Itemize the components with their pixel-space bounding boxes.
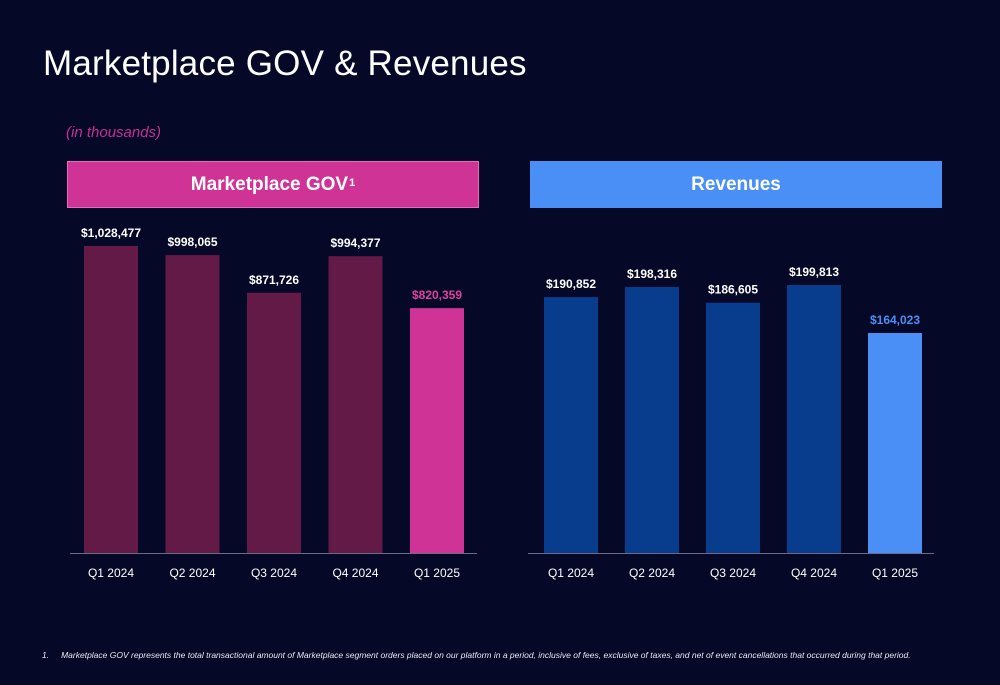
footnote: 1. Marketplace GOV represents the total … bbox=[42, 650, 962, 660]
gov-category-label: Q4 2024 bbox=[332, 566, 378, 580]
revenues-category-label: Q1 2024 bbox=[548, 566, 594, 580]
revenues-panel-header: Revenues bbox=[530, 161, 942, 208]
gov-bar bbox=[247, 292, 301, 553]
revenues-bar bbox=[706, 302, 760, 553]
revenues-bar bbox=[868, 333, 922, 553]
page-title: Marketplace GOV & Revenues bbox=[43, 44, 527, 83]
revenues-bar bbox=[787, 285, 841, 553]
gov-data-label: $820,359 bbox=[412, 288, 462, 302]
gov-bar bbox=[165, 255, 220, 553]
revenues-panel-title: Revenues bbox=[691, 173, 781, 195]
gov-category-label: Q2 2024 bbox=[169, 566, 215, 580]
revenues-bar bbox=[544, 297, 598, 553]
gov-bar bbox=[328, 256, 383, 553]
gov-bar bbox=[410, 308, 464, 553]
gov-panel-header: Marketplace GOV 1 bbox=[67, 161, 479, 208]
revenues-bar bbox=[625, 287, 679, 553]
revenues-category-label: Q1 2025 bbox=[872, 566, 918, 580]
gov-footnote-marker: 1 bbox=[349, 176, 356, 189]
footnote-number: 1. bbox=[42, 650, 50, 660]
revenues-category-label: Q2 2024 bbox=[629, 566, 675, 580]
gov-category-label: Q1 2024 bbox=[88, 566, 134, 580]
gov-data-label: $994,377 bbox=[330, 236, 380, 250]
gov-panel-title: Marketplace GOV bbox=[190, 173, 349, 195]
gov-data-label: $871,726 bbox=[249, 273, 299, 287]
units-subtitle: (in thousands) bbox=[66, 124, 162, 141]
revenues-data-label: $164,023 bbox=[870, 313, 920, 327]
gov-bar bbox=[84, 246, 138, 553]
revenues-data-label: $186,605 bbox=[708, 283, 758, 297]
revenues-data-label: $199,813 bbox=[789, 265, 839, 279]
gov-bar-chart: $1,028,477 Q1 2024 $998,065 Q2 2024 $871,726… bbox=[70, 226, 477, 580]
revenues-data-label: $198,316 bbox=[627, 267, 677, 281]
revenues-category-label: Q4 2024 bbox=[791, 566, 837, 580]
gov-category-label: Q3 2024 bbox=[251, 566, 297, 580]
gov-data-label: $998,065 bbox=[167, 235, 217, 249]
revenues-data-label: $190,852 bbox=[546, 277, 596, 291]
gov-category-label: Q1 2025 bbox=[414, 566, 460, 580]
revenues-category-label: Q3 2024 bbox=[710, 566, 756, 580]
revenues-bar-chart: $190,852 Q1 2024 $198,316 Q2 2024 $186,605 Q3… bbox=[528, 265, 934, 580]
gov-data-label: $1,028,477 bbox=[81, 226, 141, 240]
footnote-text: Marketplace GOV represents the total tra… bbox=[61, 650, 911, 660]
